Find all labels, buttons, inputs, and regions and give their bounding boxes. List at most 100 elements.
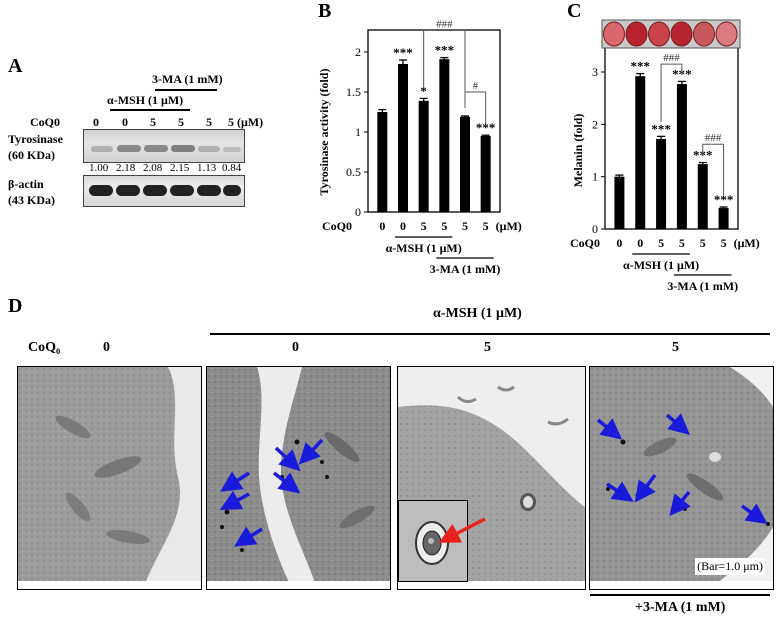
chart-b-ma-label: 3-MA (1 mM) bbox=[430, 262, 501, 276]
chart-b-xtick-label-5: 5 bbox=[483, 219, 489, 233]
panel-d-dose-1: 0 bbox=[292, 340, 299, 355]
chart-c-bar-1 bbox=[635, 76, 646, 229]
band-value-1: 2.18 bbox=[116, 162, 136, 174]
panel-d-ma-line bbox=[590, 594, 770, 596]
chart-b-ylabel: Tyrosinase activity (fold) bbox=[317, 69, 331, 196]
chart-c-ytick-label-3: 3 bbox=[592, 65, 598, 79]
chart-c-xtick-label-2: 5 bbox=[658, 236, 664, 250]
panel-a-ma-line bbox=[155, 89, 217, 91]
chart-b-bracket-label-0: ### bbox=[436, 18, 453, 30]
chart-b-annotation-5: *** bbox=[476, 120, 496, 135]
tem-image-msh bbox=[206, 366, 391, 590]
chart-b-bracket-0 bbox=[423, 29, 466, 108]
chart-b-xtick-label-0: 0 bbox=[379, 219, 385, 233]
chart-c-xtick-label-5: 5 bbox=[721, 236, 727, 250]
panel-a-dose-5: 5 bbox=[228, 115, 234, 129]
chart-c-annotation-2: *** bbox=[651, 121, 671, 136]
panel-a-dose-0: 0 bbox=[93, 115, 99, 129]
chart-b-bar-1 bbox=[398, 64, 408, 212]
panel-d-ma-label: +3-MA (1 mM) bbox=[635, 600, 726, 615]
chart-b-xtick-label-4: 5 bbox=[462, 219, 468, 233]
panel-b-letter: B bbox=[318, 0, 332, 22]
band-value-3: 2.15 bbox=[170, 162, 190, 174]
tyrosinase-blot bbox=[83, 129, 245, 163]
melanin-well-1 bbox=[625, 21, 648, 47]
chart-c-bracket-label-0: ### bbox=[663, 52, 680, 64]
band-value-4: 1.13 bbox=[197, 162, 217, 174]
chart-c-ytick-label-0: 0 bbox=[592, 222, 598, 236]
chart-b-ytick-label-0: 0 bbox=[355, 205, 361, 219]
chart-c-bar-5 bbox=[718, 208, 729, 229]
tem-inset bbox=[398, 500, 468, 582]
band-value-5: 0.84 bbox=[222, 162, 242, 174]
band-value-2: 2.08 bbox=[143, 162, 163, 174]
panel-d-msh-line bbox=[210, 333, 770, 335]
chart-b-bar-4 bbox=[460, 116, 470, 212]
chart-b-bar-5 bbox=[480, 136, 491, 212]
chart-b-msh-label: α-MSH (1 μM) bbox=[386, 241, 462, 255]
chart-c-bar-0 bbox=[614, 176, 625, 229]
panel-d-dose-3: 5 bbox=[672, 340, 679, 355]
chart-c-xtick-label-3: 5 bbox=[679, 236, 685, 250]
chart-c-annotation-1: *** bbox=[631, 59, 651, 74]
scale-bar-label: (Bar=1.0 μm) bbox=[695, 558, 765, 575]
chart-c-bar-4 bbox=[697, 164, 708, 229]
chart-b-ytick-label-1: 0.5 bbox=[346, 165, 361, 179]
chart-c-ylabel: Melanin (fold) bbox=[571, 114, 585, 188]
panel-a-coq-label: CoQ0 bbox=[30, 115, 60, 129]
actin-kda: (43 KDa) bbox=[8, 193, 55, 207]
actin-blot bbox=[83, 175, 245, 207]
chart-b-bar-3 bbox=[439, 59, 450, 213]
chart-b-annotation-2: * bbox=[420, 83, 427, 98]
chart-b-bracket-1 bbox=[464, 91, 487, 124]
chart-b-unit-label: (μM) bbox=[496, 219, 522, 233]
panel-a-unit: (μM) bbox=[237, 115, 264, 129]
chart-b-ytick-label-2: 1 bbox=[355, 125, 361, 139]
chart-c-bar-2 bbox=[656, 138, 667, 229]
panel-a-dose-3: 5 bbox=[178, 115, 184, 129]
chart-c-ma-label: 3-MA (1 mM) bbox=[667, 279, 738, 293]
chart-b-bracket-label-1: # bbox=[473, 80, 479, 92]
chart-b-xtick-label-3: 5 bbox=[441, 219, 447, 233]
chart-c-xtick-label-4: 5 bbox=[700, 236, 706, 250]
band-value-0: 1.00 bbox=[89, 162, 109, 174]
chart-b-bar-0 bbox=[377, 112, 388, 212]
chart-c: 0 1 2 3 Melanin (fold) 0 *** 0 *** 5 *** 5 *** 5 *** 5 C… bbox=[570, 19, 760, 293]
panel-a-msh-label: α-MSH (1 μM) bbox=[107, 93, 184, 107]
chart-b-xtick-label-1: 0 bbox=[400, 219, 406, 233]
chart-b-bar-2 bbox=[418, 100, 429, 212]
chart-c-annotation-4: *** bbox=[693, 148, 713, 163]
chart-c-annotation-5: *** bbox=[714, 192, 734, 207]
panel-d-dose-2: 5 bbox=[484, 340, 491, 355]
chart-b: 0 0.5 1 1.5 2 Tyrosinase activity (fold) 0 *** 0… bbox=[317, 18, 522, 276]
chart-c-bracket-1 bbox=[702, 143, 725, 195]
chart-c-ytick-label-2: 2 bbox=[592, 117, 598, 131]
chart-b-ytick-label-4: 2 bbox=[355, 45, 361, 59]
tem-image-coq-ma: (Bar=1.0 μm) bbox=[589, 366, 774, 590]
panel-a-dose-1: 0 bbox=[122, 115, 128, 129]
actin-label: β-actin bbox=[8, 177, 44, 191]
panel-a-dose-4: 5 bbox=[206, 115, 212, 129]
chart-b-x-row-label: CoQ0 bbox=[322, 219, 352, 233]
chart-c-unit-label: (μM) bbox=[734, 236, 760, 250]
tem-image-coq bbox=[397, 366, 586, 590]
chart-b-xtick-label-2: 5 bbox=[421, 219, 427, 233]
panel-a-ma-label: 3-MA (1 mM) bbox=[152, 72, 223, 86]
chart-b-annotation-3: *** bbox=[435, 43, 455, 58]
chart-c-xtick-label-0: 0 bbox=[616, 236, 622, 250]
melanin-well-3 bbox=[670, 21, 693, 47]
tyrosinase-label: Tyrosinase bbox=[8, 132, 63, 146]
chart-b-annotation-1: *** bbox=[393, 45, 413, 60]
melanin-well-5 bbox=[715, 21, 738, 47]
panel-d-dose-0: 0 bbox=[103, 340, 110, 355]
melanin-well-0 bbox=[603, 21, 625, 47]
chart-c-msh-label: α-MSH (1 μM) bbox=[623, 258, 699, 272]
chart-c-x-row-label: CoQ0 bbox=[570, 236, 600, 250]
melanin-well-2 bbox=[648, 21, 670, 47]
panel-d-coq-label: CoQ₀ bbox=[28, 340, 61, 355]
panel-a-letter: A bbox=[8, 55, 23, 77]
chart-c-annotation-3: *** bbox=[672, 66, 692, 81]
chart-c-bar-3 bbox=[676, 84, 687, 229]
chart-c-bracket-label-1: ### bbox=[705, 132, 722, 144]
chart-c-xtick-label-1: 0 bbox=[637, 236, 643, 250]
